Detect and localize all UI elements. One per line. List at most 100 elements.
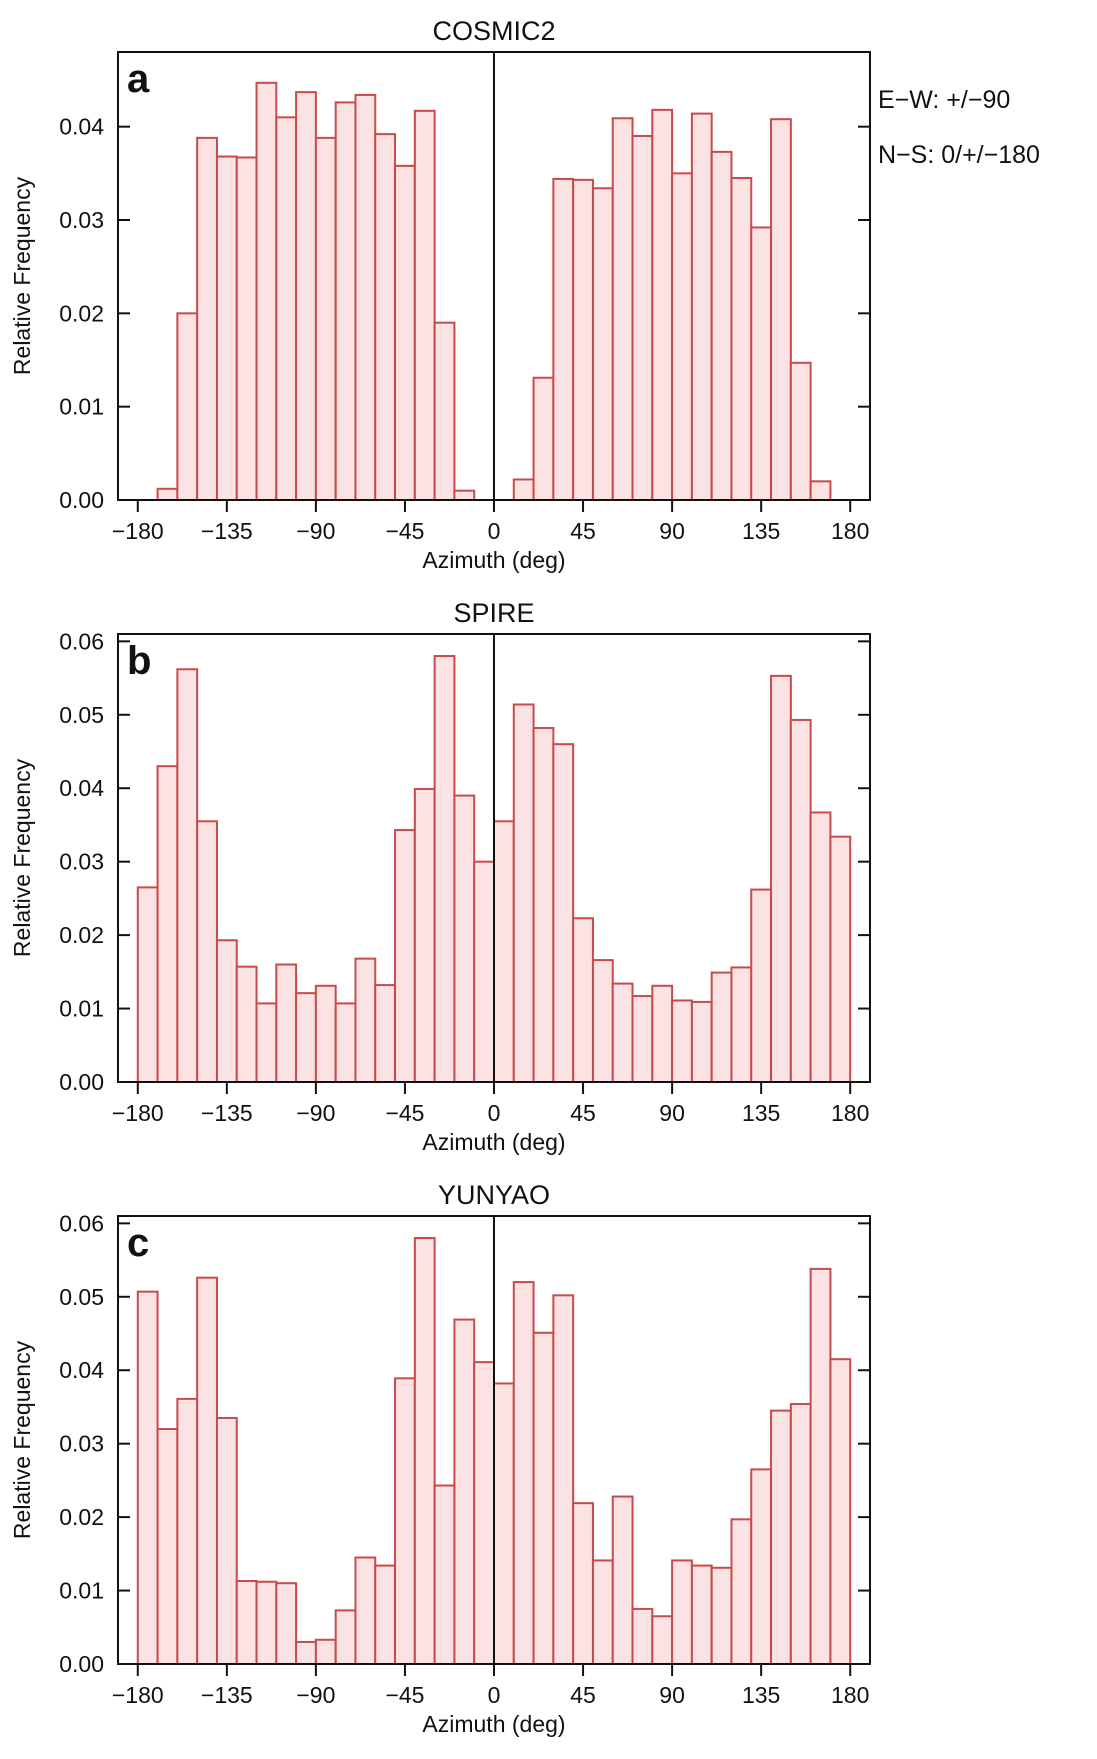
histogram-bar [829, 1358, 852, 1666]
histogram-bar [235, 156, 258, 501]
histogram-bar [196, 820, 218, 1083]
x-tick-label: 90 [659, 1682, 685, 1708]
histogram-bar [374, 984, 397, 1083]
histogram-bar [572, 1502, 594, 1665]
histogram-bar [255, 1002, 278, 1083]
histogram-bar [631, 1607, 654, 1666]
histogram-bar [433, 655, 456, 1083]
histogram-bar [176, 1397, 199, 1665]
histogram-bar [176, 312, 199, 502]
histogram-bar [493, 1382, 515, 1666]
histogram-bar [611, 982, 634, 1084]
histogram-bar [809, 811, 832, 1083]
histogram-bar [690, 1564, 713, 1666]
x-tick-label: −180 [112, 1682, 164, 1708]
y-tick-label: 0.00 [59, 487, 104, 513]
y-tick-label: 0.00 [59, 1069, 104, 1095]
histogram-bar [552, 177, 575, 502]
panel-c: 0.00 0.01 0.02 0.03 0.04 0.05 0.06 −180 −135 −90 −… [9, 1180, 871, 1737]
histogram-bar [453, 1318, 476, 1665]
histogram-bar [591, 1559, 614, 1666]
histogram-bar [394, 164, 416, 501]
panel-a: 0.00 0.01 0.02 0.03 0.04 −180 −135 −90 −45 0 45 90 1… [9, 16, 871, 573]
histogram-bar [275, 116, 298, 501]
histogram-bar [136, 886, 159, 1084]
histogram-bar [770, 118, 792, 501]
x-tick-label: −180 [112, 518, 164, 544]
y-tick-label: 0.02 [59, 1504, 104, 1530]
y-axis-label: Relative Frequency [9, 1340, 35, 1539]
histogram-bar [631, 995, 654, 1084]
histogram-bar [690, 1000, 713, 1084]
histogram-bar [651, 984, 674, 1083]
x-tick-label: 135 [742, 1100, 780, 1126]
y-tick-label: 0.02 [59, 922, 104, 948]
histogram-bar [532, 376, 555, 502]
x-tick-label: −90 [296, 518, 335, 544]
histogram-bar [512, 1281, 535, 1666]
y-tick-label: 0.00 [59, 1651, 104, 1677]
histogram-bar [750, 226, 773, 501]
y-tick-label: 0.01 [59, 394, 104, 420]
histogram-bar [690, 112, 713, 501]
x-tick-label: −45 [385, 518, 424, 544]
x-tick-label: −90 [296, 1100, 335, 1126]
x-tick-label: 90 [659, 1100, 685, 1126]
y-tick-label: 0.06 [59, 628, 104, 654]
y-tick-label: 0.03 [59, 207, 104, 233]
histogram-bar [314, 136, 337, 501]
x-tick-label: −45 [385, 1682, 424, 1708]
histogram-bar [374, 1564, 397, 1666]
histogram-bar [314, 1638, 337, 1665]
y-tick-label: 0.05 [59, 702, 104, 728]
histogram-bar [215, 939, 238, 1083]
histogram-bar [789, 1403, 812, 1665]
histogram-bar [591, 187, 614, 501]
chart-title: COSMIC2 [432, 16, 555, 46]
y-tick-label: 0.01 [59, 996, 104, 1022]
histogram-bar [136, 1290, 159, 1665]
panel-letter: a [127, 57, 150, 101]
x-tick-label: 135 [742, 1682, 780, 1708]
histogram-bar [215, 1416, 238, 1665]
histogram-bar [829, 835, 852, 1084]
x-axis-label: Azimuth (deg) [422, 547, 565, 573]
histogram-bar [789, 361, 812, 501]
y-tick-label: 0.04 [59, 114, 104, 140]
x-tick-label: −135 [201, 1100, 253, 1126]
histogram-bar [473, 860, 496, 1083]
histogram-bar [651, 108, 674, 501]
histogram-bar [591, 959, 614, 1084]
histogram-bar [275, 1582, 298, 1666]
histogram-bar [394, 1377, 416, 1666]
histogram-bar [433, 321, 456, 501]
y-tick-label: 0.02 [59, 300, 104, 326]
x-tick-label: 135 [742, 518, 780, 544]
y-axis-label: Relative Frequency [9, 758, 35, 957]
histogram-bar [552, 743, 575, 1083]
x-tick-label: 0 [488, 518, 501, 544]
histogram-bar [295, 992, 317, 1083]
panel-letter: c [127, 1221, 149, 1265]
histogram-bar [750, 888, 773, 1083]
histogram-bar [710, 150, 733, 501]
histogram-bar [235, 965, 258, 1083]
histogram-bar [354, 93, 377, 502]
histogram-bar [770, 1409, 792, 1665]
histogram-bar [413, 1237, 436, 1666]
x-tick-label: −135 [201, 1682, 253, 1708]
histogram-bar [512, 703, 535, 1084]
histogram-bar [156, 487, 179, 501]
histogram-bar [789, 718, 812, 1083]
histogram-bar [710, 1566, 733, 1665]
histogram-bar [611, 1495, 634, 1665]
x-tick-label: 90 [659, 518, 685, 544]
histogram-bar [295, 1640, 317, 1665]
histogram-bar [334, 1002, 357, 1083]
histogram-bar [671, 1559, 693, 1666]
histogram-bar [235, 1580, 258, 1666]
y-tick-label: 0.01 [59, 1578, 104, 1604]
histogram-bar [295, 91, 317, 501]
histogram-bar [413, 109, 436, 502]
